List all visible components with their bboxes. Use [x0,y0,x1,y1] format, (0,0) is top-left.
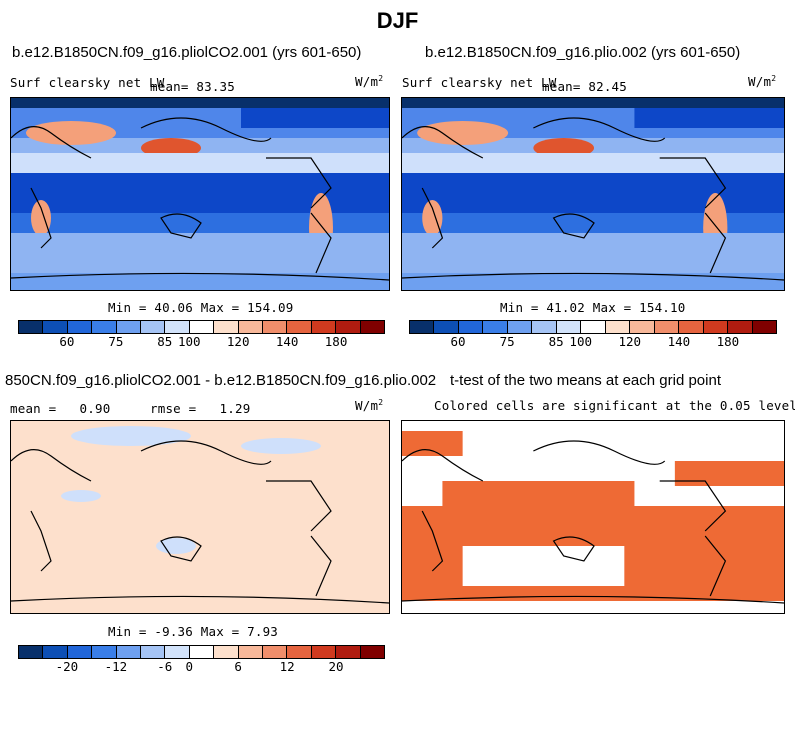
panel1-colorbar-swatch [19,321,44,333]
panel2-colorbar-tick-label: 100 [569,334,593,349]
panel3-colorbar-tick-label: -6 [157,659,173,674]
panel2-units: W/m2 [748,74,777,90]
panel3-colorbar-swatch [336,646,361,658]
panel3-rmse: rmse = 1.29 [150,401,251,416]
panel1-units: W/m2 [355,74,384,90]
panel1-colorbar-swatch [189,321,215,333]
panel3-colorbar-swatch [263,646,288,658]
panel2-colorbar-ticks: 60 75 85 100 120 140 180 [409,334,775,350]
panel3-colorbar-swatch [116,646,142,658]
panel1-colorbar-swatch [360,321,385,333]
panel2-variable-label: Surf clearsky net LW [402,75,557,90]
panel1-colorbar-swatch [311,321,337,333]
panel2-colorbar-swatch [679,321,704,333]
panel3-colorbar-swatch [238,646,264,658]
panel2-map-svg [402,98,784,290]
panel3-colorbar-swatch [43,646,68,658]
panel4-subtitle: Colored cells are significant at the 0.0… [434,398,795,413]
panel2-colorbar-tick-label: 180 [716,334,740,349]
panel2-colorbar-tick-label: 75 [499,334,515,349]
panel2-colorbar-swatch [581,321,606,333]
panel1-minmax: Min = 40.06 Max = 154.09 [108,300,294,315]
panel3-colorbar-swatch [214,646,239,658]
panel4-map [401,420,785,614]
panel1-colorbar-tick-label: 180 [324,334,348,349]
panel2-colorbar-swatch [507,321,533,333]
panel2-colorbar-tick-label: 60 [450,334,466,349]
panel3-colorbar-swatch [189,646,215,658]
panel1-map-svg [11,98,389,290]
panel4-title: t-test of the two means at each grid poi… [450,372,721,389]
panel3-colorbar-swatch [311,646,337,658]
panel2-minmax: Min = 41.02 Max = 154.10 [500,300,686,315]
panel3-colorbar-tick-label: 12 [279,659,295,674]
panel2-colorbar-swatch [630,321,655,333]
panel2-colorbar-swatch [532,321,557,333]
panel1-colorbar-swatch [263,321,288,333]
panel1-colorbar [18,320,385,334]
panel4-map-svg [402,421,784,613]
panel2-mean: mean= 82.45 [542,79,628,94]
panel1-colorbar-ticks: 60 75 85 100 120 140 180 [18,334,383,350]
panel1-colorbar-tick-label: 140 [275,334,299,349]
panel3-map [10,420,390,614]
panel2-colorbar [409,320,777,334]
panel1-case-title: b.e12.B1850CN.f09_g16.pliolCO2.001 (yrs … [12,44,362,61]
panel3-colorbar-swatch [360,646,385,658]
panel1-colorbar-tick-label: 120 [226,334,250,349]
panel3-case-title: 850CN.f09_g16.pliolCO2.001 - b.e12.B1850… [5,372,437,389]
panel1-colorbar-swatch [287,321,312,333]
panel1-colorbar-tick-label: 100 [177,334,201,349]
panel1-mean: mean= 83.35 [150,79,236,94]
panel3-colorbar-swatch [19,646,44,658]
panel1-colorbar-tick-label: 60 [59,334,75,349]
panel3-colorbar-ticks: -20 -12 -6 0 6 12 20 [18,659,383,675]
panel2-colorbar-swatch [410,321,435,333]
panel3-colorbar-tick-label: 6 [234,659,242,674]
panel1-variable-label: Surf clearsky net LW [10,75,165,90]
panel1-colorbar-tick-label: 85 [157,334,173,349]
panel2-colorbar-swatch [483,321,508,333]
panel3-units: W/m2 [355,398,384,414]
panel2-colorbar-swatch [605,321,631,333]
figure-title: DJF [376,8,419,33]
panel1-colorbar-swatch [165,321,190,333]
panel1-colorbar-swatch [43,321,68,333]
panel1-map [10,97,390,291]
panel3-colorbar-swatch [165,646,190,658]
panel3-mean: mean = 0.90 [10,401,111,416]
panel2-colorbar-tick-label: 85 [548,334,564,349]
panel3-colorbar-tick-label: 20 [328,659,344,674]
panel2-colorbar-swatch [703,321,729,333]
panel2-colorbar-swatch [728,321,753,333]
panel3-colorbar-swatch [141,646,166,658]
panel1-colorbar-swatch [116,321,142,333]
panel2-colorbar-swatch [752,321,777,333]
panel3-colorbar-swatch [287,646,312,658]
panel3-colorbar-tick-label: 0 [185,659,194,674]
panel2-case-title: b.e12.B1850CN.f09_g16.plio.002 (yrs 601-… [425,44,741,61]
panel1-colorbar-swatch [141,321,166,333]
panel3-colorbar [18,645,385,659]
panel1-colorbar-swatch [92,321,117,333]
panel3-colorbar-tick-label: -20 [55,659,79,674]
panel2-colorbar-tick-label: 120 [618,334,642,349]
panel2-colorbar-swatch [654,321,680,333]
panel2-colorbar-swatch [434,321,459,333]
panel1-colorbar-tick-label: 75 [108,334,124,349]
panel3-colorbar-swatch [92,646,117,658]
panel1-colorbar-swatch [67,321,93,333]
panel2-colorbar-swatch [556,321,582,333]
panel3-colorbar-swatch [67,646,93,658]
panel1-colorbar-swatch [336,321,361,333]
panel2-map [401,97,785,291]
panel1-colorbar-swatch [214,321,239,333]
panel3-minmax: Min = -9.36 Max = 7.93 [108,624,279,639]
panel1-colorbar-swatch [238,321,264,333]
panel3-colorbar-tick-label: -12 [104,659,128,674]
panel2-colorbar-swatch [458,321,484,333]
panel3-map-svg [11,421,389,613]
panel2-colorbar-tick-label: 140 [667,334,691,349]
